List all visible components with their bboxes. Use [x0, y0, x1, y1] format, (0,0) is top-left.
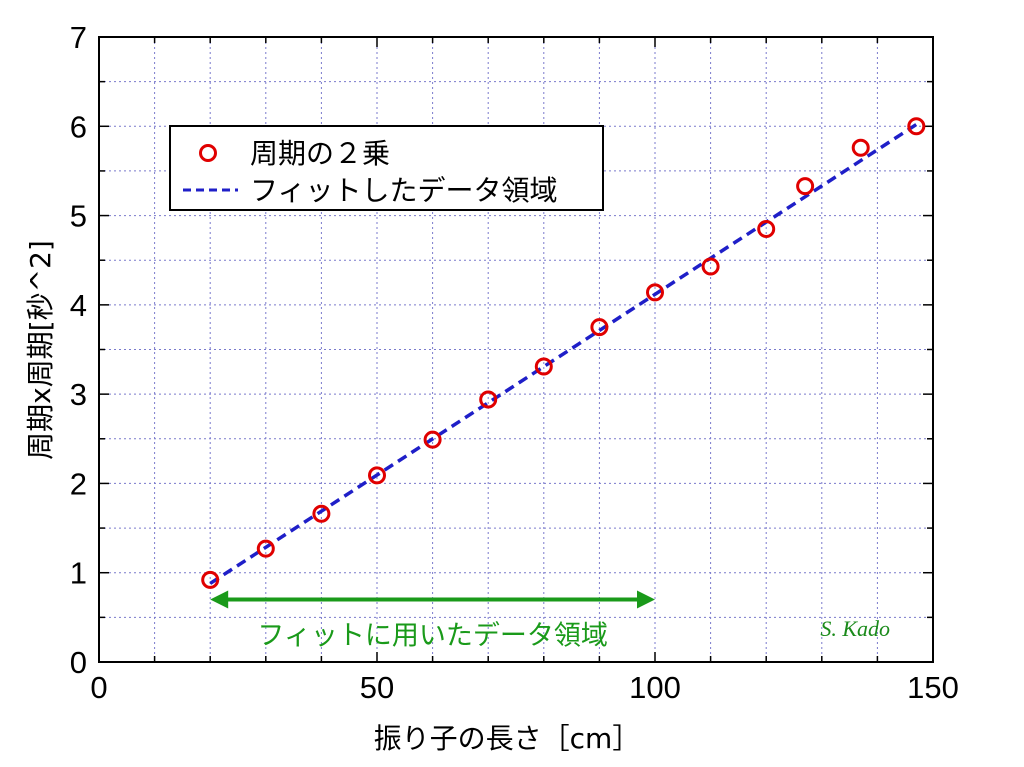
- data-point: [796, 177, 815, 196]
- legend-label-fit-region: フィットしたデータ領域: [250, 174, 557, 207]
- scatter-series: [201, 117, 926, 589]
- data-point: [201, 570, 220, 589]
- y-tick-label: 7: [70, 20, 87, 55]
- fit-region-annotation: フィットに用いたデータ領域: [210, 590, 655, 652]
- x-tick-label: 100: [629, 670, 681, 705]
- y-axis-title: 周期x周期[秒^2]: [24, 240, 57, 460]
- data-point: [907, 117, 926, 136]
- data-point: [423, 430, 442, 449]
- y-tick-label: 0: [70, 645, 87, 680]
- data-point: [534, 357, 553, 376]
- legend: 周期の２乗 フィットしたデータ領域: [169, 125, 604, 211]
- data-point: [256, 539, 275, 558]
- x-tick-label: 0: [90, 670, 107, 705]
- fit-line: [209, 123, 918, 585]
- data-point: [701, 257, 720, 276]
- signature-text: S. Kado: [820, 616, 890, 641]
- data-point: [590, 318, 609, 337]
- legend-marker-circle: [199, 144, 217, 162]
- data-point: [646, 283, 664, 302]
- y-tick-label: 3: [70, 377, 87, 412]
- data-point: [757, 219, 776, 238]
- annotation-arrow-head-left: [210, 590, 229, 609]
- annotation-label: フィットに用いたデータ領域: [257, 621, 607, 652]
- y-tick-label: 4: [70, 288, 87, 323]
- annotation-arrow-head-right: [637, 590, 655, 609]
- data-point: [479, 390, 498, 409]
- legend-label-squared-period: 周期の２乗: [250, 137, 390, 170]
- tick-labels: 0 50 100 150 0 1 2 3 4 5 6 7: [70, 20, 959, 705]
- y-tick-label: 5: [70, 199, 87, 234]
- x-tick-label: 150: [907, 670, 959, 705]
- x-tick-label: 50: [360, 670, 394, 705]
- grid: [99, 37, 933, 662]
- data-point: [312, 504, 331, 523]
- fit-line-series: [209, 123, 918, 585]
- legend-box: [169, 125, 604, 211]
- y-tick-label: 6: [70, 109, 87, 144]
- y-tick-label: 1: [70, 556, 87, 591]
- x-axis-title: 振り子の長さ［cm］: [374, 722, 641, 755]
- data-point: [851, 138, 870, 157]
- data-point: [368, 466, 386, 485]
- ticks: [98, 36, 934, 663]
- y-tick-label: 2: [70, 466, 87, 501]
